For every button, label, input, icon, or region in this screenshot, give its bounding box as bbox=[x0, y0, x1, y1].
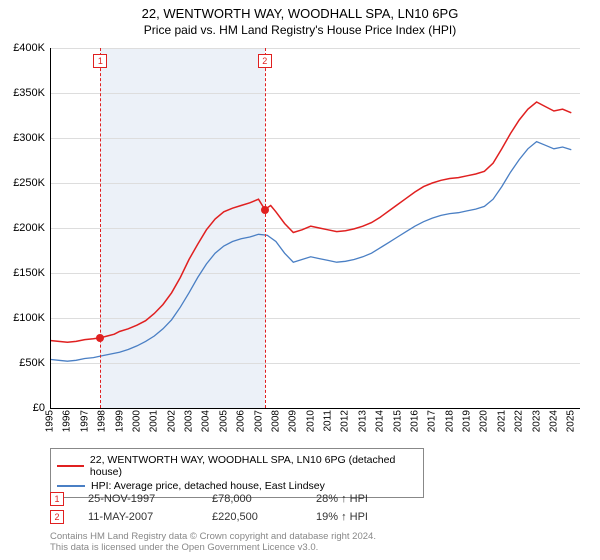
event-pct: 19% ↑ HPI bbox=[316, 511, 406, 523]
x-tick-label: 2005 bbox=[218, 410, 229, 432]
x-tick-label: 1998 bbox=[97, 410, 108, 432]
y-tick-label: £50K bbox=[0, 357, 45, 369]
x-tick-label: 2004 bbox=[201, 410, 212, 432]
x-tick-label: 2010 bbox=[305, 410, 316, 432]
y-tick-label: £200K bbox=[0, 222, 45, 234]
x-tick-label: 2018 bbox=[444, 410, 455, 432]
y-tick-label: £250K bbox=[0, 177, 45, 189]
x-tick-label: 2023 bbox=[531, 410, 542, 432]
x-tick-label: 2003 bbox=[184, 410, 195, 432]
event-marker-on-chart: 2 bbox=[258, 54, 272, 68]
x-tick-label: 2014 bbox=[375, 410, 386, 432]
x-tick-label: 2001 bbox=[149, 410, 160, 432]
x-tick-label: 2015 bbox=[392, 410, 403, 432]
x-tick-label: 2002 bbox=[166, 410, 177, 432]
x-tick-label: 2012 bbox=[340, 410, 351, 432]
chart-container: 22, WENTWORTH WAY, WOODHALL SPA, LN10 6P… bbox=[0, 0, 600, 560]
y-tick-label: £350K bbox=[0, 87, 45, 99]
event-point-dot bbox=[96, 334, 104, 342]
chart-subtitle: Price paid vs. HM Land Registry's House … bbox=[0, 21, 600, 37]
y-tick-label: £400K bbox=[0, 42, 45, 54]
x-tick-label: 1996 bbox=[62, 410, 73, 432]
x-tick-label: 2013 bbox=[357, 410, 368, 432]
x-tick-label: 2024 bbox=[548, 410, 559, 432]
legend-swatch bbox=[57, 485, 85, 487]
event-table: 1 25-NOV-1997 £78,000 28% ↑ HPI 2 11-MAY… bbox=[50, 490, 406, 526]
x-tick-label: 2022 bbox=[514, 410, 525, 432]
event-pct: 28% ↑ HPI bbox=[316, 493, 406, 505]
x-tick-label: 2025 bbox=[566, 410, 577, 432]
series-price_paid bbox=[50, 102, 571, 342]
x-tick-label: 2020 bbox=[479, 410, 490, 432]
event-marker-icon: 2 bbox=[50, 510, 64, 524]
y-tick-label: £0 bbox=[0, 402, 45, 414]
legend-label: 22, WENTWORTH WAY, WOODHALL SPA, LN10 6P… bbox=[90, 454, 417, 478]
event-row: 2 11-MAY-2007 £220,500 19% ↑ HPI bbox=[50, 508, 406, 526]
disclaimer-line: This data is licensed under the Open Gov… bbox=[50, 543, 376, 554]
x-tick-label: 2006 bbox=[236, 410, 247, 432]
x-tick-label: 1995 bbox=[45, 410, 56, 432]
chart-title: 22, WENTWORTH WAY, WOODHALL SPA, LN10 6P… bbox=[0, 0, 600, 21]
plot-area: 12 £0£50K£100K£150K£200K£250K£300K£350K£… bbox=[50, 48, 580, 408]
x-axis bbox=[50, 408, 580, 409]
event-date: 25-NOV-1997 bbox=[88, 493, 188, 505]
x-tick-label: 1999 bbox=[114, 410, 125, 432]
y-axis bbox=[50, 48, 51, 408]
x-tick-label: 2016 bbox=[409, 410, 420, 432]
event-marker-icon: 1 bbox=[50, 492, 64, 506]
y-tick-label: £150K bbox=[0, 267, 45, 279]
x-tick-label: 2011 bbox=[323, 410, 334, 432]
legend-swatch bbox=[57, 465, 84, 467]
event-marker-on-chart: 1 bbox=[93, 54, 107, 68]
x-tick-label: 2000 bbox=[131, 410, 142, 432]
x-tick-label: 2021 bbox=[496, 410, 507, 432]
x-tick-label: 1997 bbox=[79, 410, 90, 432]
event-price: £78,000 bbox=[212, 493, 292, 505]
series-lines bbox=[50, 48, 580, 408]
legend-item: 22, WENTWORTH WAY, WOODHALL SPA, LN10 6P… bbox=[57, 453, 417, 479]
disclaimer: Contains HM Land Registry data © Crown c… bbox=[50, 532, 376, 554]
x-tick-label: 2017 bbox=[427, 410, 438, 432]
event-point-dot bbox=[261, 206, 269, 214]
x-tick-label: 2019 bbox=[462, 410, 473, 432]
event-date: 11-MAY-2007 bbox=[88, 511, 188, 523]
x-tick-label: 2007 bbox=[253, 410, 264, 432]
x-tick-label: 2009 bbox=[288, 410, 299, 432]
x-tick-label: 2008 bbox=[270, 410, 281, 432]
event-price: £220,500 bbox=[212, 511, 292, 523]
y-tick-label: £100K bbox=[0, 312, 45, 324]
y-tick-label: £300K bbox=[0, 132, 45, 144]
event-row: 1 25-NOV-1997 £78,000 28% ↑ HPI bbox=[50, 490, 406, 508]
